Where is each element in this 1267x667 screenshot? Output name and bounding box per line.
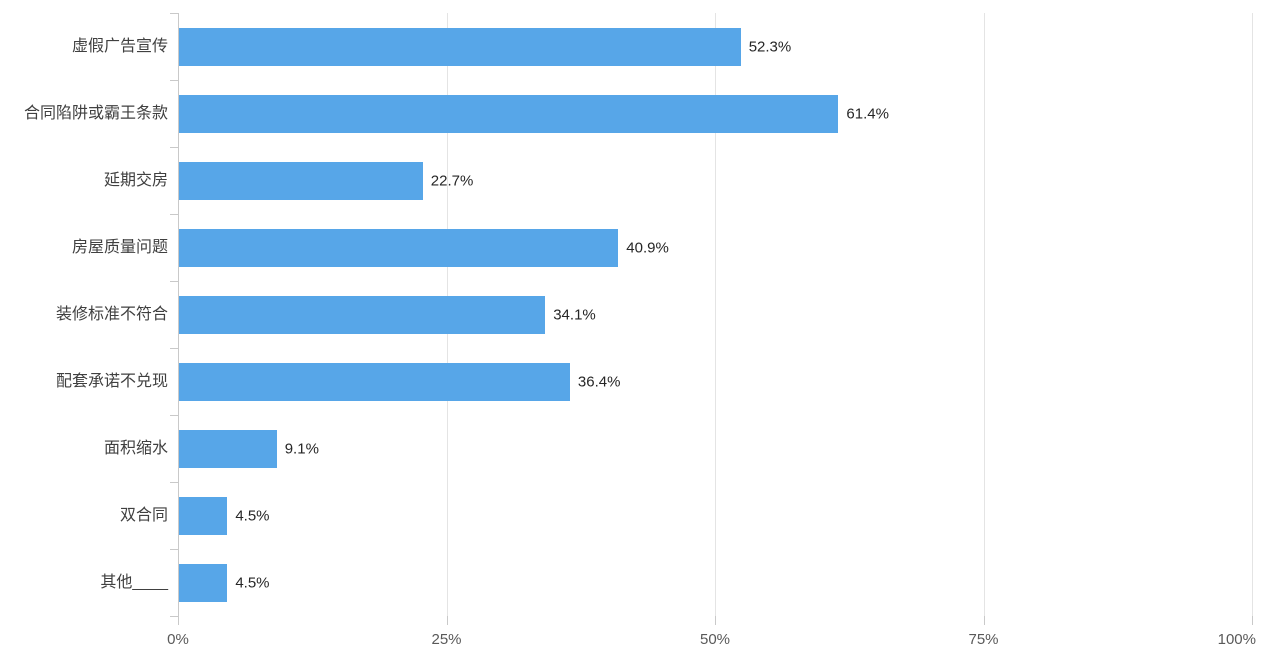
bar <box>179 94 839 133</box>
category-label: 配套承诺不兑现 <box>55 372 168 390</box>
bar-value-label: 52.3% <box>748 38 792 55</box>
category-label: 合同陷阱或霸王条款 <box>23 104 168 122</box>
bar-value-label: 36.4% <box>577 373 621 390</box>
x-axis-tick-label: 100% <box>1217 631 1256 648</box>
y-axis-tick <box>170 214 178 215</box>
category-label: 面积缩水 <box>103 439 168 457</box>
y-axis-tick <box>170 616 178 617</box>
category-label: 房屋质量问题 <box>71 238 168 256</box>
bar <box>179 161 423 200</box>
x-axis-tick-label: 75% <box>968 631 999 648</box>
bar <box>179 362 570 401</box>
bar <box>179 295 546 334</box>
bar-value-label: 22.7% <box>430 172 474 189</box>
y-axis-tick <box>170 13 178 14</box>
gridline <box>983 13 985 616</box>
x-axis-tick-label: 0% <box>167 631 189 648</box>
bar-value-label: 4.5% <box>235 507 270 524</box>
x-axis-tick-label: 25% <box>431 631 462 648</box>
y-axis-tick <box>170 348 178 349</box>
x-axis-tick <box>715 616 716 625</box>
y-axis-tick <box>170 281 178 282</box>
bar <box>179 429 277 468</box>
bar <box>179 228 619 267</box>
category-label: 虚假广告宣传 <box>71 37 168 55</box>
gridline <box>1252 13 1253 616</box>
bar-value-label: 34.1% <box>553 306 596 323</box>
bar <box>179 563 228 602</box>
category-label: 其他____ <box>100 573 168 591</box>
x-axis-tick <box>1252 616 1253 625</box>
y-axis-tick <box>170 482 178 483</box>
y-axis-tick <box>170 80 178 81</box>
bar <box>179 496 228 535</box>
bar-value-label: 9.1% <box>284 440 319 457</box>
bar <box>179 27 741 66</box>
bar-value-label: 40.9% <box>626 239 669 256</box>
bar-value-label: 4.5% <box>235 574 270 591</box>
y-axis-line <box>178 13 179 625</box>
category-label: 双合同 <box>119 506 168 524</box>
x-axis-tick <box>983 616 985 625</box>
category-label: 延期交房 <box>103 171 168 189</box>
y-axis-tick <box>170 549 178 550</box>
gridline <box>715 13 716 616</box>
category-label: 装修标准不符合 <box>55 305 168 323</box>
bar-value-label: 61.4% <box>846 105 889 122</box>
x-axis-tick <box>446 616 448 625</box>
y-axis-tick <box>170 147 178 148</box>
y-axis-tick <box>170 415 178 416</box>
x-axis-tick-label: 50% <box>699 631 731 648</box>
